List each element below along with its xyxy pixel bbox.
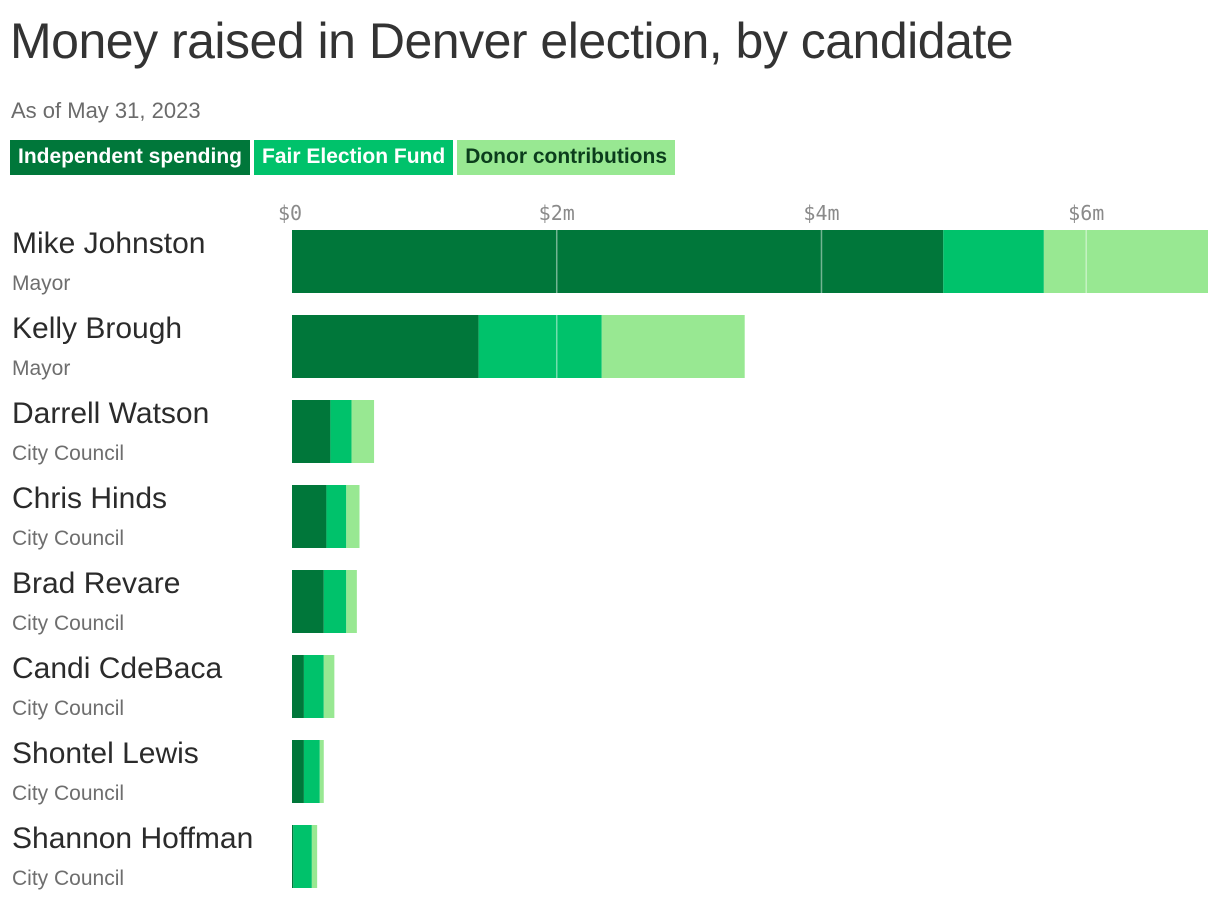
chart-title: Money raised in Denver election, by cand… bbox=[10, 13, 1014, 69]
candidate-office: City Council bbox=[12, 867, 124, 890]
candidate-name: Shannon Hoffman bbox=[12, 822, 253, 855]
candidate-name: Darrell Watson bbox=[12, 397, 209, 430]
bar-segment-donor-contributions bbox=[1043, 230, 1208, 293]
x-tick-label: $0 bbox=[278, 201, 302, 225]
legend: Independent spending Fair Election Fund … bbox=[10, 140, 675, 175]
bar-segment-donor-contributions bbox=[351, 400, 375, 463]
legend-item-independent-spending: Independent spending bbox=[10, 140, 250, 175]
bar-segment-independent-spending bbox=[292, 400, 331, 463]
bar-segment-donor-contributions bbox=[323, 655, 335, 718]
bar-segment-fair-election-fund bbox=[478, 315, 602, 378]
candidate-name: Chris Hinds bbox=[12, 482, 167, 515]
candidate-office: Mayor bbox=[12, 357, 70, 380]
candidate-name: Mike Johnston bbox=[12, 227, 205, 260]
bar-segment-donor-contributions bbox=[601, 315, 745, 378]
candidate-office: City Council bbox=[12, 527, 124, 550]
stacked-bar-chart: $0 $2m $4m $6m Mike Johnston Mayor Kelly Broug… bbox=[12, 201, 1208, 890]
candidate-office: City Council bbox=[12, 697, 124, 720]
legend-item-donor-contributions: Donor contributions bbox=[457, 140, 675, 175]
bar-segment-donor-contributions bbox=[346, 485, 360, 548]
candidate-office: City Council bbox=[12, 612, 124, 635]
bar-segment-fair-election-fund bbox=[943, 230, 1044, 293]
candidate-name: Brad Revare bbox=[12, 567, 180, 600]
bar-segment-fair-election-fund bbox=[303, 740, 320, 803]
bar-segment-fair-election-fund bbox=[303, 655, 324, 718]
bar-segment-independent-spending bbox=[292, 315, 479, 378]
bar-segment-independent-spending bbox=[292, 825, 294, 888]
bar-segment-fair-election-fund bbox=[326, 485, 347, 548]
candidate-name: Kelly Brough bbox=[12, 312, 182, 345]
bar-segment-independent-spending bbox=[292, 230, 944, 293]
bar-segment-fair-election-fund bbox=[293, 825, 312, 888]
candidate-name: Candi CdeBaca bbox=[12, 652, 222, 685]
bar-segment-independent-spending bbox=[292, 740, 304, 803]
chart-subtitle: As of May 31, 2023 bbox=[11, 98, 201, 123]
legend-item-fair-election-fund: Fair Election Fund bbox=[254, 140, 454, 175]
bar-segment-donor-contributions bbox=[346, 570, 357, 633]
x-tick-label: $6m bbox=[1068, 201, 1104, 225]
bar-segment-independent-spending bbox=[292, 570, 324, 633]
candidate-office: Mayor bbox=[12, 272, 70, 295]
bar-segment-fair-election-fund bbox=[323, 570, 347, 633]
bar-segment-donor-contributions bbox=[311, 825, 318, 888]
bar-segment-fair-election-fund bbox=[330, 400, 352, 463]
candidate-office: City Council bbox=[12, 442, 124, 465]
candidate-office: City Council bbox=[12, 782, 124, 805]
x-tick-label: $2m bbox=[539, 201, 575, 225]
candidate-name: Shontel Lewis bbox=[12, 737, 199, 770]
bar-segment-independent-spending bbox=[292, 485, 327, 548]
bar-segment-independent-spending bbox=[292, 655, 304, 718]
bar-segment-donor-contributions bbox=[319, 740, 324, 803]
x-tick-label: $4m bbox=[803, 201, 839, 225]
